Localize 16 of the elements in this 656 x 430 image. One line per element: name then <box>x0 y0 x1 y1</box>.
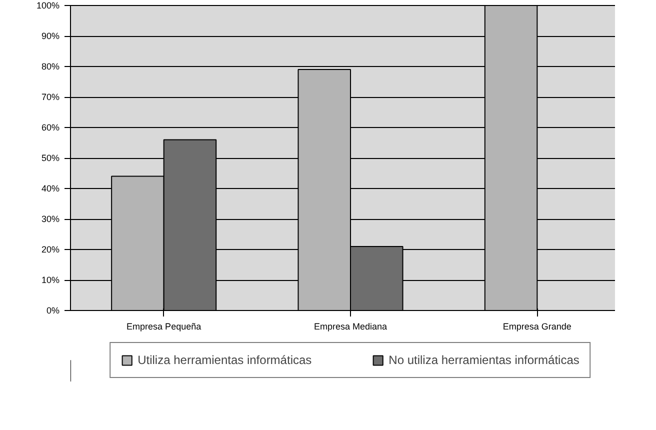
y-tick-label: 50% <box>41 153 60 163</box>
y-tick-label: 10% <box>41 275 60 285</box>
x-tick-label: Empresa Mediana <box>314 322 388 332</box>
y-tick-label: 20% <box>41 244 60 254</box>
y-tick-label: 70% <box>41 92 60 102</box>
y-tick-label: 40% <box>41 184 60 194</box>
y-tick-label: 80% <box>41 62 60 72</box>
y-tick-label: 0% <box>46 306 60 316</box>
legend-label: No utiliza herramientas informáticas <box>388 353 580 367</box>
y-tick-label: 100% <box>36 0 60 10</box>
x-tick-label: Empresa Pequeña <box>126 322 202 332</box>
y-tick-label: 60% <box>41 122 60 132</box>
legend-label: Utiliza herramientas informáticas <box>138 353 312 367</box>
y-tick-label: 30% <box>41 214 60 224</box>
x-tick-label: Empresa Grande <box>502 322 572 332</box>
y-tick-label: 90% <box>41 31 60 41</box>
